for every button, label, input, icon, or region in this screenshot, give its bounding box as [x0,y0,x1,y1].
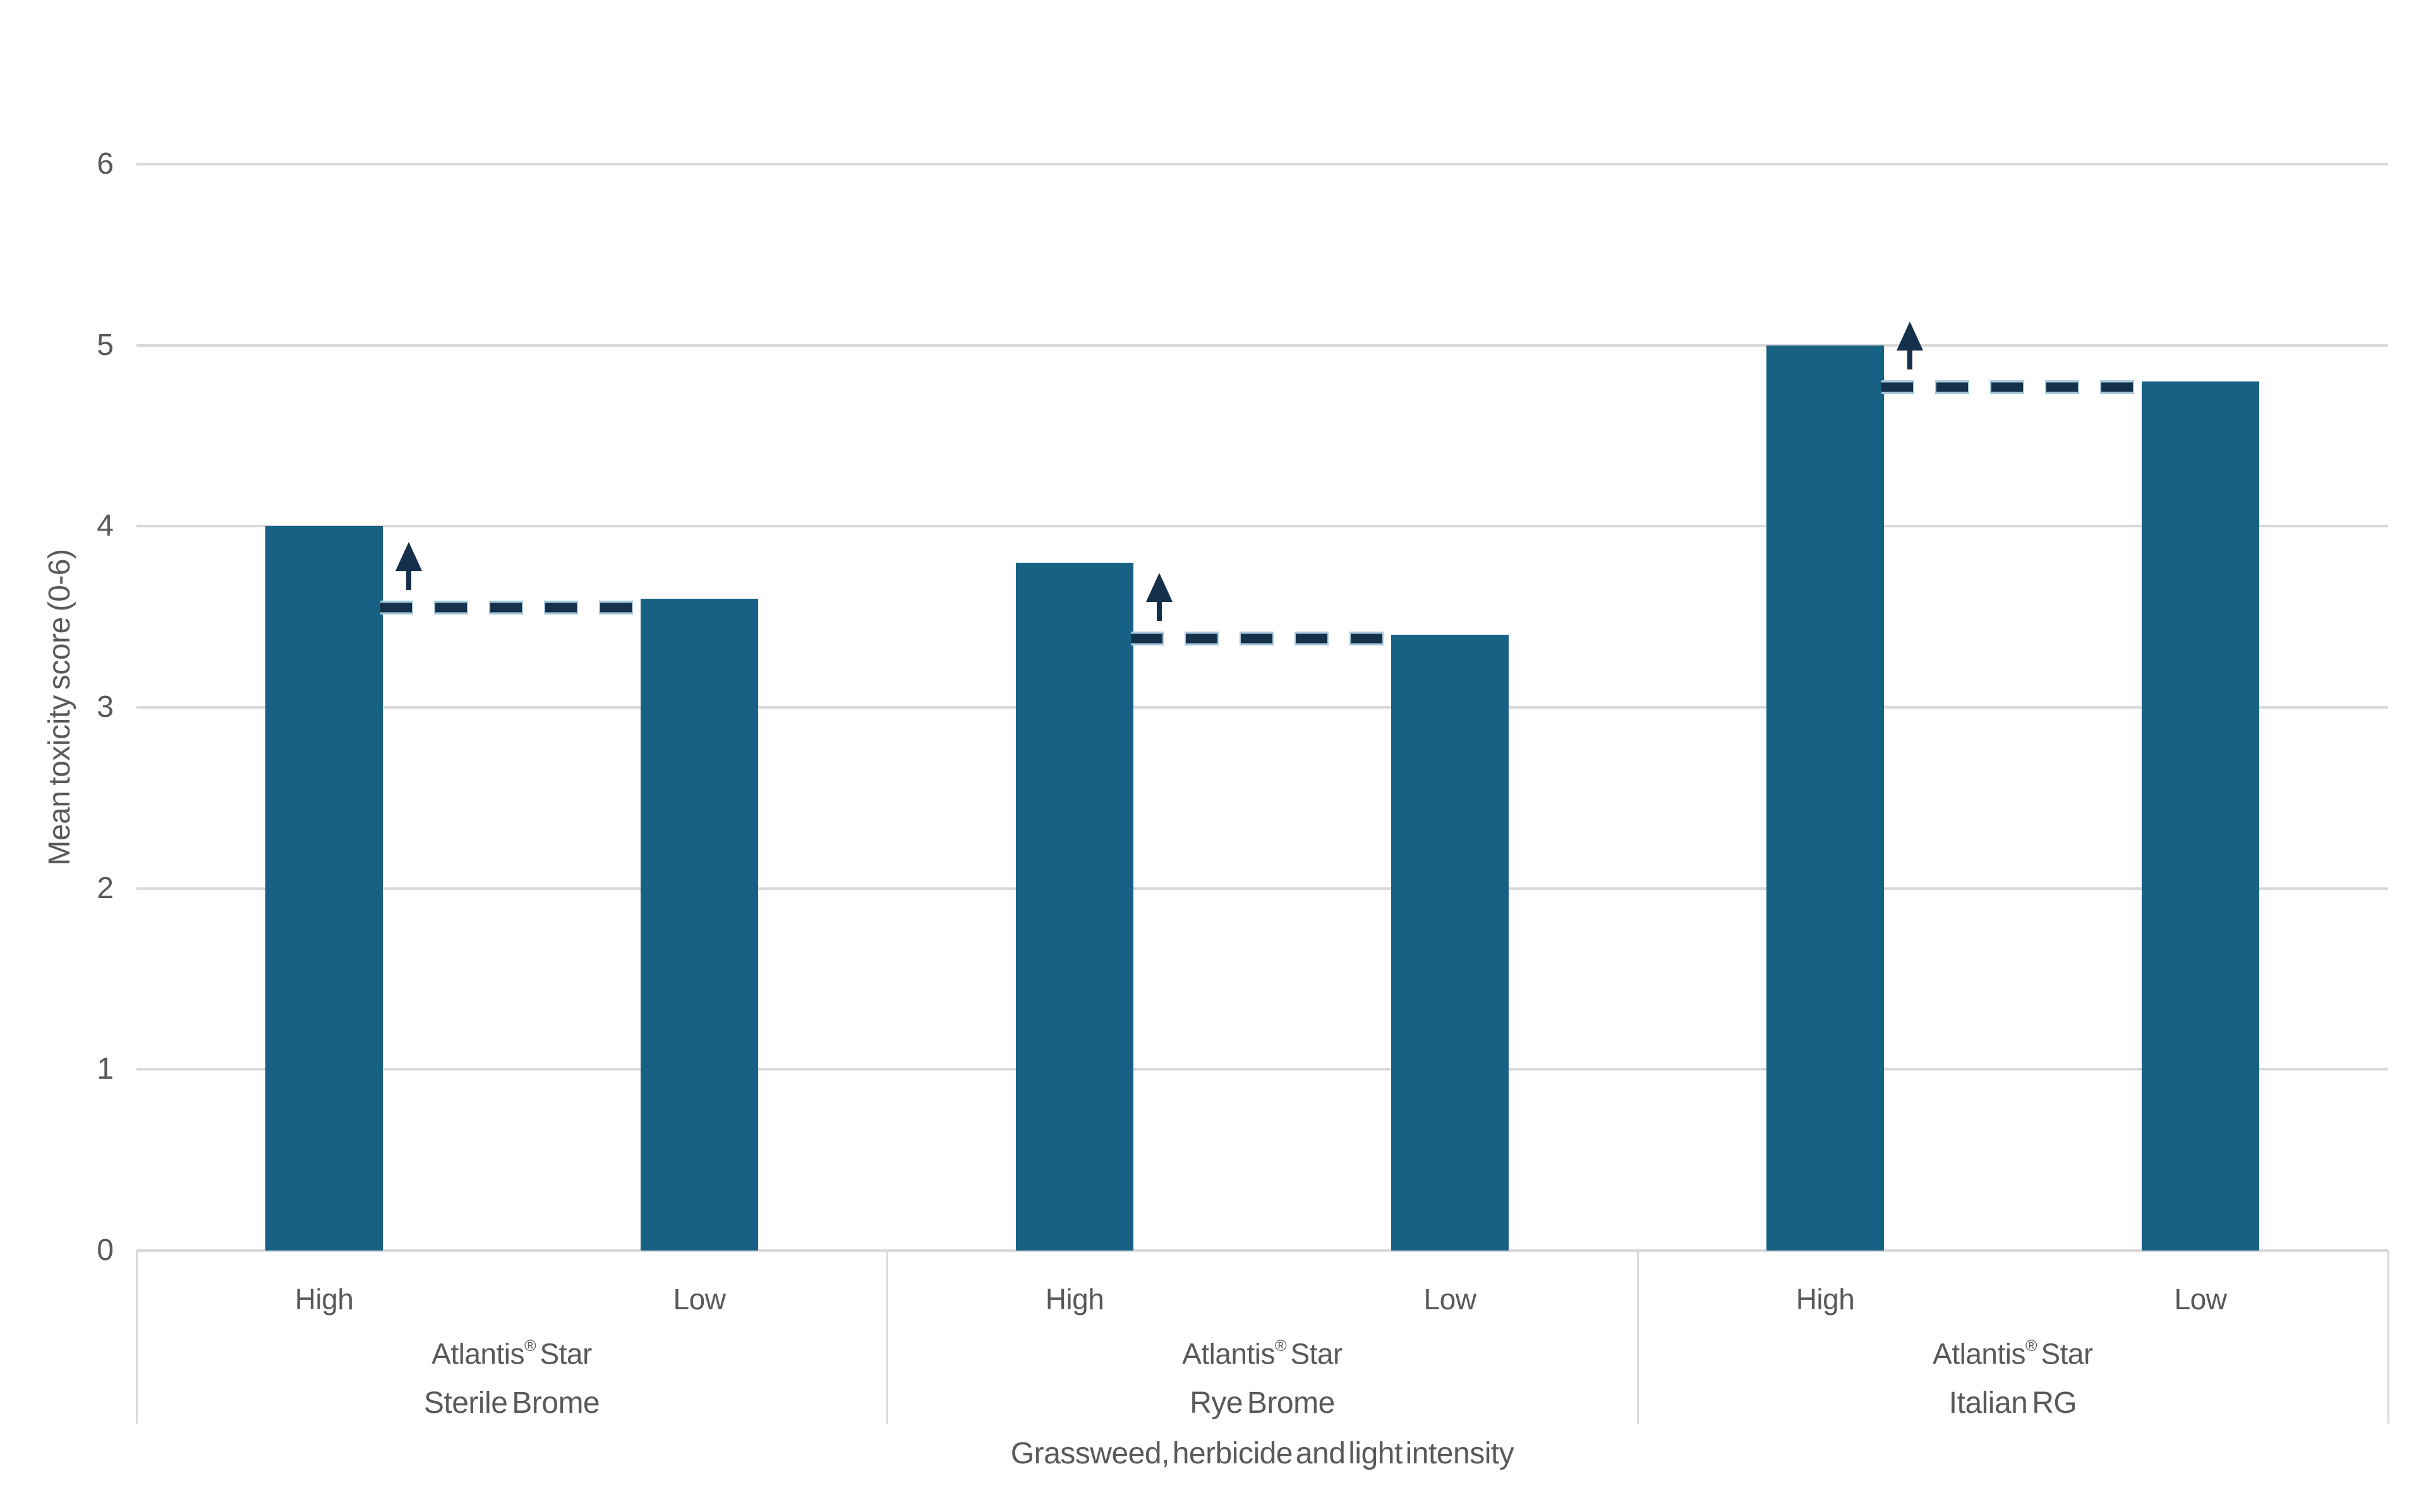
band-left-border [136,1251,138,1424]
registered-mark: ® [1275,1337,1287,1355]
y-tick-label: 1 [97,1052,114,1086]
band-right-border [2387,1251,2389,1424]
x-tick-label-low: Low [673,1283,726,1316]
bar-sterile-brome-high [265,526,383,1251]
up-arrow-icon [395,542,422,572]
y-tick-label: 5 [97,328,114,362]
herbicide-label: Atlantis® Star [1041,1329,1483,1372]
registered-mark: ® [524,1337,536,1355]
gridline-y-3 [136,706,2388,709]
x-tick-label-low: Low [2174,1283,2227,1316]
group-label-sterile-brome: Sterile Brome [423,1386,600,1420]
herbicide-label: Atlantis® Star [1792,1329,2234,1372]
registered-mark: ® [2025,1337,2037,1355]
x-axis-title: Grassweed, herbicide and light intensity [1010,1437,1514,1470]
bar-italian-rg-high [1766,345,1884,1251]
bar-italian-rg-low [2142,381,2259,1251]
x-tick-label-low: Low [1423,1283,1476,1316]
x-tick-label-high: High [1795,1283,1855,1316]
herbicide-product: Star [1286,1337,1343,1371]
difference-annotation-rye-brome [1131,573,1397,646]
category-divider [1637,1251,1639,1424]
herbicide-label: Atlantis® Star [291,1329,733,1372]
y-tick-label: 0 [97,1233,114,1267]
herbicide-product: Star [536,1337,592,1371]
bar-rye-brome-high [1016,562,1133,1251]
category-divider [886,1251,888,1424]
y-tick-label: 4 [97,509,114,543]
up-arrow-icon [1146,573,1173,603]
y-tick-label: 2 [97,871,114,905]
y-tick-label: 6 [97,147,114,181]
y-tick-label: 3 [97,690,114,724]
gridline-y-4 [136,525,2388,528]
x-tick-label-high: High [294,1283,354,1316]
gridline-y-2 [136,887,2388,890]
herbicide-brand: Atlantis [431,1337,525,1371]
group-label-rye-brome: Rye Brome [1190,1386,1335,1420]
herbicide-product: Star [2037,1337,2093,1371]
herbicide-brand: Atlantis [1182,1337,1276,1371]
difference-annotation-sterile-brome [380,542,647,615]
gridline-y-5 [136,344,2388,347]
up-arrow-icon [1897,321,1923,351]
gridline-y-6 [136,163,2388,165]
group-label-italian-rg: Italian RG [1948,1386,2077,1420]
gridline-y-1 [136,1068,2388,1071]
difference-annotation-italian-rg [1881,321,2148,394]
bar-rye-brome-low [1391,635,1509,1251]
herbicide-brand: Atlantis [1933,1337,2026,1371]
bar-sterile-brome-low [641,599,758,1251]
gridline-y-0 [136,1249,2388,1252]
x-tick-label-high: High [1045,1283,1104,1316]
